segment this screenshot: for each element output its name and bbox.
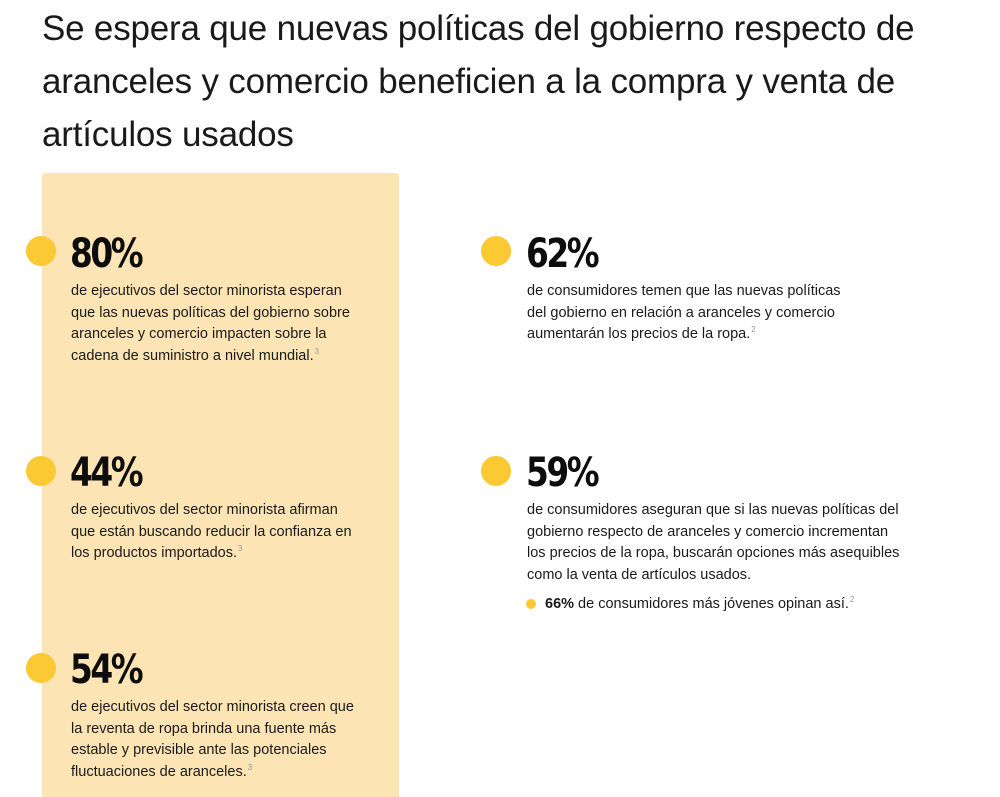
stat-description: de ejecutivos del sector minorista afirm… — [71, 500, 352, 565]
desc-line: de consumidores aseguran que si las nuev… — [527, 502, 899, 518]
desc-line: que están buscando reducir la confianza … — [71, 523, 352, 540]
desc-line: de consumidores temen que las nuevas pol… — [527, 283, 841, 299]
stat-value: 54% — [70, 647, 144, 693]
footnote-ref: 3 — [247, 762, 253, 772]
stat-description: de consumidores aseguran que si las nuev… — [527, 500, 899, 586]
desc-line: aumentarán los precios de la ropa. — [527, 326, 751, 342]
desc-line: de ejecutivos del sector minorista esper… — [71, 283, 342, 299]
page-title: Se espera que nuevas políticas del gobie… — [42, 9, 915, 154]
desc-line: aranceles y comercio impacten sobre la — [71, 326, 327, 342]
yellow-dot-icon — [26, 456, 56, 486]
sub-stat-younger-consumers: 66% de consumidores más jóvenes opinan a… — [526, 594, 854, 614]
footnote-ref: 3 — [314, 346, 320, 356]
sub-stat-value: 66% — [545, 596, 575, 612]
footnote-ref: 2 — [751, 325, 756, 335]
yellow-dot-icon — [481, 236, 511, 266]
desc-line: del gobierno en relación a aranceles y c… — [527, 304, 835, 321]
yellow-dot-icon — [26, 653, 56, 683]
footnote-ref: 3 — [238, 544, 243, 554]
desc-line: gobierno respecto de aranceles y comerci… — [527, 523, 889, 540]
sub-stat-text: de consumidores más jóvenes opinan así. — [574, 596, 849, 612]
yellow-dot-icon — [26, 236, 56, 266]
desc-line: los precios de la ropa, buscarán opcione… — [527, 545, 900, 561]
stat-value: 80% — [70, 231, 144, 277]
desc-line: que las nuevas políticas del gobierno so… — [71, 304, 350, 321]
stat-description: de consumidores temen que las nuevas pol… — [527, 281, 841, 346]
desc-line: la reventa de ropa brinda una fuente más — [71, 720, 337, 737]
stat-description: de ejecutivos del sector minorista creen… — [71, 697, 354, 783]
desc-line: estable y previsible ante las potenciale… — [71, 742, 327, 758]
desc-line: de ejecutivos del sector minorista afirm… — [71, 502, 338, 518]
desc-line: como la venta de artículos usados. — [527, 566, 752, 583]
stat-value: 59% — [526, 450, 600, 496]
desc-line: cadena de suministro a nivel mundial. — [71, 347, 314, 364]
stat-description: de ejecutivos del sector minorista esper… — [71, 281, 350, 367]
desc-line: los productos importados. — [71, 545, 238, 561]
footnote-ref: 2 — [849, 595, 855, 605]
yellow-bullet-icon — [526, 599, 536, 609]
yellow-dot-icon — [481, 456, 511, 486]
stat-value: 44% — [70, 450, 144, 496]
executives-panel — [42, 173, 399, 797]
desc-line: de ejecutivos del sector minorista creen… — [71, 699, 354, 715]
stat-value: 62% — [526, 231, 600, 277]
desc-line: fluctuaciones de aranceles. — [71, 763, 247, 780]
